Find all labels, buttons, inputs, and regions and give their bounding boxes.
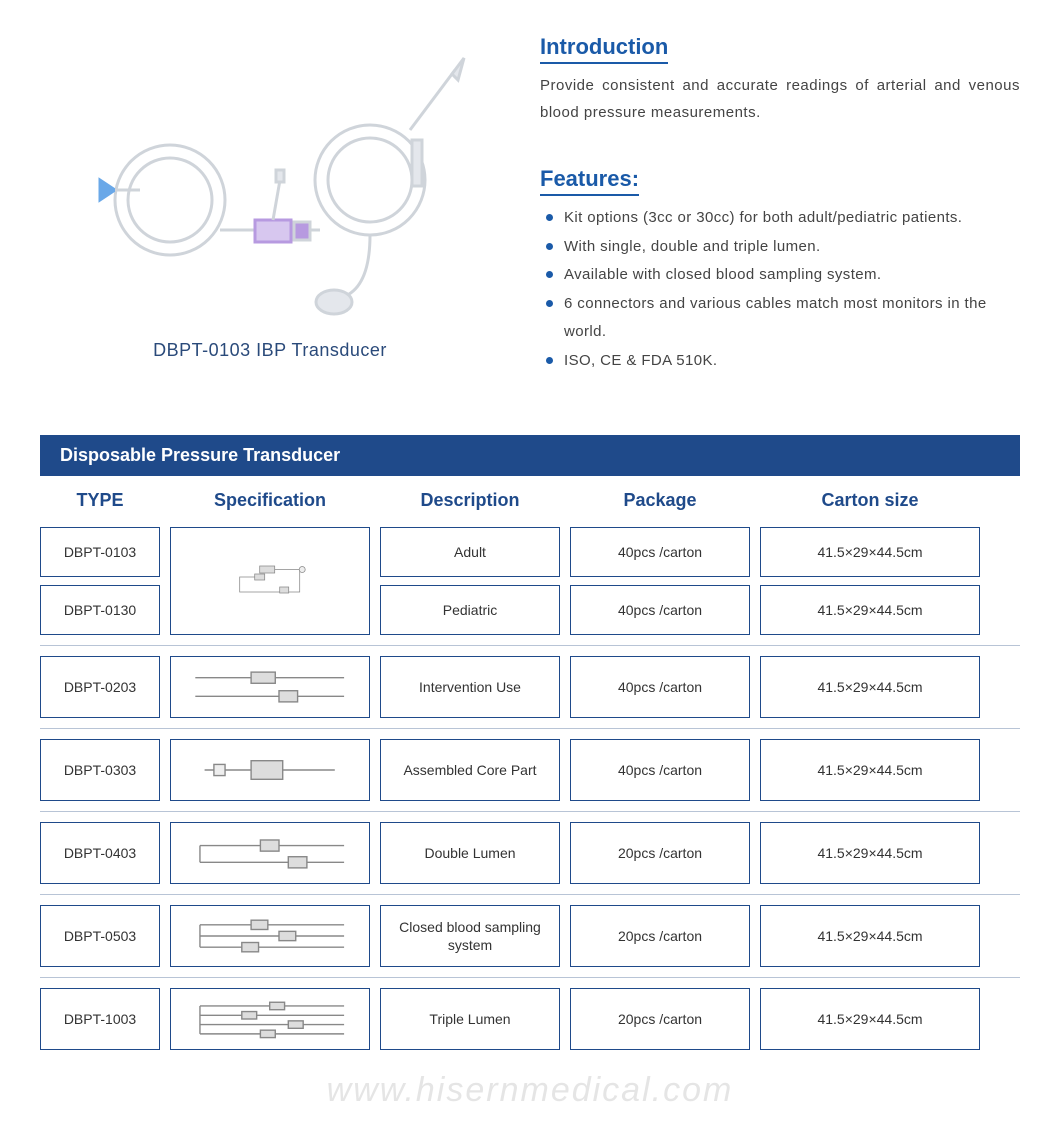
- desc-cell: Double Lumen: [380, 822, 560, 884]
- type-cell: DBPT-0303: [40, 739, 160, 801]
- spec-diagram-icon: [186, 557, 353, 605]
- intro-title: Introduction: [540, 34, 668, 64]
- carton-cell: 41.5×29×44.5cm: [760, 656, 980, 718]
- col-pkg: Package: [570, 486, 750, 515]
- col-spec: Specification: [170, 486, 370, 515]
- type-cell: DBPT-0130: [40, 585, 160, 635]
- pkg-cell: 20pcs /carton: [570, 988, 750, 1050]
- table-group: DBPT-0403 Double Lumen 20pcs /carton 41.…: [40, 822, 1020, 895]
- pkg-cell: 40pcs /carton: [570, 527, 750, 577]
- pkg-cell: 40pcs /carton: [570, 585, 750, 635]
- pkg-cell: 40pcs /carton: [570, 656, 750, 718]
- table-group: DBPT-0303 Assembled Core Part 40pcs /car…: [40, 739, 1020, 812]
- spec-cell: [170, 988, 370, 1050]
- desc-cell: Assembled Core Part: [380, 739, 560, 801]
- desc-cell: Triple Lumen: [380, 988, 560, 1050]
- pkg-cell: 20pcs /carton: [570, 822, 750, 884]
- feature-item: Available with closed blood sampling sys…: [546, 261, 1020, 290]
- spec-cell: [170, 656, 370, 718]
- spec-cell: [170, 739, 370, 801]
- watermark: www.hisernmedical.com: [0, 1071, 1060, 1110]
- desc-cell: Intervention Use: [380, 656, 560, 718]
- type-cell: DBPT-0503: [40, 905, 160, 967]
- table-group: DBPT-0203 Intervention Use 40pcs /carton…: [40, 656, 1020, 729]
- spec-diagram-icon: [186, 829, 353, 877]
- features-list: Kit options (3cc or 30cc) for both adult…: [540, 204, 1020, 375]
- type-cell: DBPT-0203: [40, 656, 160, 718]
- spec-diagram-icon: [186, 912, 353, 960]
- intro-body: Provide consistent and accurate readings…: [540, 72, 1020, 126]
- desc-cell: Pediatric: [380, 585, 560, 635]
- carton-cell: 41.5×29×44.5cm: [760, 905, 980, 967]
- desc-cell: Closed blood sampling system: [380, 905, 560, 967]
- pkg-cell: 40pcs /carton: [570, 739, 750, 801]
- carton-cell: 41.5×29×44.5cm: [760, 988, 980, 1050]
- spec-cell: [170, 822, 370, 884]
- feature-item: 6 connectors and various cables match mo…: [546, 290, 1020, 347]
- table-group: DBPT-1003 Triple Lumen 20pcs /carton 41.…: [40, 988, 1020, 1060]
- table-group: DBPT-0503 Closed blood sampling system 2…: [40, 905, 1020, 978]
- spec-diagram-icon: [186, 746, 353, 794]
- col-desc: Description: [380, 486, 560, 515]
- table-header-row: TYPE Specification Description Package C…: [40, 486, 1020, 515]
- feature-item: Kit options (3cc or 30cc) for both adult…: [546, 204, 1020, 233]
- feature-item: ISO, CE & FDA 510K.: [546, 347, 1020, 376]
- feature-item: With single, double and triple lumen.: [546, 233, 1020, 262]
- col-carton: Carton size: [760, 486, 980, 515]
- type-cell: DBPT-0403: [40, 822, 160, 884]
- pkg-cell: 20pcs /carton: [570, 905, 750, 967]
- carton-cell: 41.5×29×44.5cm: [760, 739, 980, 801]
- carton-cell: 41.5×29×44.5cm: [760, 585, 980, 635]
- spec-cell: [170, 527, 370, 635]
- type-cell: DBPT-0103: [40, 527, 160, 577]
- table-title: Disposable Pressure Transducer: [40, 435, 1020, 476]
- desc-cell: Adult: [380, 527, 560, 577]
- features-title: Features:: [540, 166, 639, 196]
- spec-cell: [170, 905, 370, 967]
- type-cell: DBPT-1003: [40, 988, 160, 1050]
- spec-diagram-icon: [186, 995, 353, 1043]
- col-type: TYPE: [40, 486, 160, 515]
- table-group: DBPT-0103 DBPT-0130 Adult Pediatric 40pc…: [40, 527, 1020, 646]
- carton-cell: 41.5×29×44.5cm: [760, 527, 980, 577]
- carton-cell: 41.5×29×44.5cm: [760, 822, 980, 884]
- product-image: [60, 30, 480, 330]
- spec-diagram-icon: [186, 663, 353, 711]
- product-caption: DBPT-0103 IBP Transducer: [40, 340, 500, 361]
